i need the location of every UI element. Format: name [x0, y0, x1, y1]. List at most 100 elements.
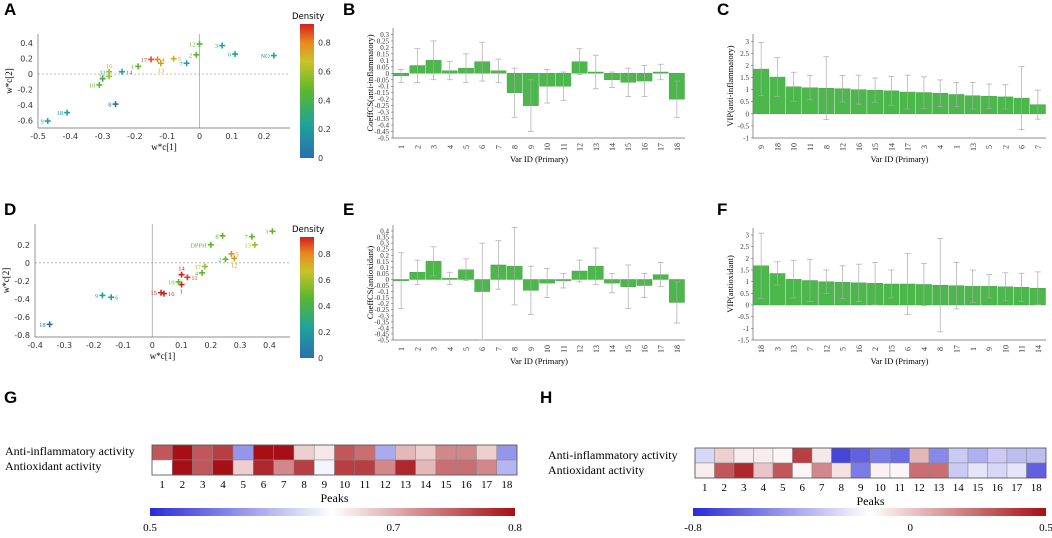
bar-e-ytick: -0.15 — [374, 294, 389, 302]
scatter-a-point-label: 18 — [57, 110, 64, 117]
panel-label-c: C — [717, 0, 730, 19]
bar-b-ytick: -0.3 — [378, 109, 390, 117]
bar-c-xtick: 11 — [806, 143, 815, 151]
bar-b-ytick: 0 — [386, 70, 390, 78]
bar-b-xtick: 3 — [430, 145, 439, 149]
scatter-a-xlabel: w*c[1] — [151, 142, 177, 152]
heatmap-h-cell — [987, 462, 1008, 479]
heatmap-g-cell — [395, 459, 416, 476]
heatmap-g-cell — [212, 444, 234, 461]
heatmap-g-cell — [415, 459, 437, 476]
scatter-d-point-label: 13 — [244, 242, 251, 249]
heatmap-g-cell — [395, 444, 416, 461]
bar-b-xtick: 7 — [494, 145, 503, 149]
heatmap-g-xlabel: Peaks — [321, 491, 349, 505]
scatter-d-ytick: -0.2 — [14, 277, 30, 286]
bar-e-xtick: 15 — [624, 345, 633, 353]
heatmap-g-column-label: 9 — [322, 479, 328, 491]
bar-f-xtick: 9 — [985, 347, 994, 351]
heatmap-g-column-label: 14 — [420, 479, 432, 491]
heatmap-g-cell — [476, 459, 497, 476]
heatmap-g-cell — [334, 444, 356, 461]
bar-f-xtick: 15 — [887, 345, 896, 353]
bar-f-xtick: 17 — [952, 345, 961, 353]
heatmap-h-colorbar-tick: -0.8 — [684, 522, 702, 534]
scatter-a-point-label: 4 — [162, 57, 166, 64]
heatmap-h-column-label: 3 — [741, 482, 747, 494]
bar-c-ytick: -0.5 — [738, 122, 750, 130]
heatmap-h-cell — [792, 462, 813, 479]
heatmap-g-cell — [151, 444, 173, 461]
scatter-d-point-label: 18 — [39, 322, 46, 329]
bar-b-xtick: 12 — [576, 143, 585, 151]
heatmap-g-column-label: 3 — [200, 479, 206, 491]
bar-f-xtick: 11 — [1018, 345, 1027, 353]
bar-b-ytick: -0.25 — [374, 102, 389, 110]
scatter-d-xtick: -0.3 — [57, 341, 73, 350]
heatmap-h-column-label: 12 — [914, 482, 925, 494]
bar-c-ytick: 2.5 — [740, 50, 749, 58]
scatter-a-point-label: 2 — [189, 52, 192, 59]
heatmap-h-row-label-1: Antioxidant activity — [548, 463, 645, 477]
bar-f-xtick: 12 — [822, 345, 831, 353]
scatter-a-point-label: 17 — [141, 57, 148, 64]
scatter-d-point-label: 15 — [151, 290, 158, 297]
bar-b-xtick: 16 — [640, 143, 649, 151]
bar-c-ytick: 0.5 — [740, 98, 749, 106]
scatter-a-point-label: 3 — [215, 43, 218, 50]
heatmap-h-column-label: 1 — [702, 482, 708, 494]
bar-c-xtick: 14 — [887, 143, 896, 151]
scatter-d-point-label: 1 — [180, 289, 183, 296]
bar-e-ytick: 0.4 — [380, 228, 389, 236]
scatter-a-point-label: 13 — [158, 67, 165, 74]
bar-f-xtick: 5 — [839, 347, 848, 351]
heatmap-h-cell — [733, 462, 754, 479]
scatter-a-colorbar-title: Density — [292, 12, 324, 22]
bar-f-xtick: 13 — [790, 345, 799, 353]
heatmap-h-column-label: 6 — [800, 482, 806, 494]
bar-e-xtick: 16 — [640, 345, 649, 353]
scatter-a-xtick: -0.5 — [30, 132, 46, 141]
heatmap-g-cell — [212, 459, 234, 476]
bar-f-ytick: 0.5 — [740, 290, 749, 298]
heatmap-g-cell — [374, 459, 396, 476]
heatmap-g-cell — [293, 444, 315, 461]
heatmap-h-cell — [870, 462, 891, 479]
panel-label-e: E — [343, 200, 355, 219]
bar-c-xtick: 6 — [1018, 145, 1027, 149]
bar-b-xtick: 6 — [478, 145, 487, 149]
scatter-d-point-label: 7 — [245, 234, 249, 241]
bar-b-ytick: -0.1 — [378, 83, 390, 91]
heatmap-g-cell — [172, 444, 193, 461]
bar-f-ytick: -0.5 — [738, 313, 750, 321]
bar-c-ytick: 2 — [746, 62, 750, 70]
heatmap-h-column-label: 13 — [933, 482, 945, 494]
bar-b-xtick: 15 — [624, 143, 633, 151]
bar-f-xtick: 3 — [773, 347, 782, 351]
bar-e-xtick: 17 — [657, 345, 666, 353]
bar-f-xtick: 8 — [936, 347, 945, 351]
scatter-a-colorbar-tick: 0 — [318, 154, 323, 163]
heatmap-g-cell — [192, 459, 214, 476]
bar-b-ytick: -0.35 — [374, 115, 389, 123]
bar-e-xtick: 12 — [576, 345, 585, 353]
heatmap-g-cell — [334, 459, 356, 476]
bar-c-ytick: 3 — [746, 38, 750, 46]
scatter-d-point-label: 2 — [218, 257, 221, 264]
bar-c-ylabel: VIP(anti-inflammatory) — [725, 45, 735, 126]
bar-b-xlabel: Var ID (Primary) — [510, 154, 568, 164]
scatter-d-point-label: 8 — [215, 233, 218, 240]
scatter-a-xtick: -0.1 — [159, 132, 175, 141]
heatmap-g-cell — [435, 459, 457, 476]
panel-label-g: G — [4, 388, 18, 407]
heatmap-h-cell — [1006, 462, 1027, 479]
bar-b-ytick: -0.05 — [374, 76, 389, 84]
scatter-a-ytick: -0.4 — [17, 101, 33, 110]
bar-f-ytick: 1 — [746, 278, 750, 286]
scatter-d-colorbar-tick: 0.8 — [318, 250, 331, 259]
heatmap-h-cell — [967, 462, 988, 479]
bar-c-xtick: 10 — [790, 143, 799, 151]
bar-c-ytick: 0 — [746, 110, 750, 118]
bar-e-ytick: -0.35 — [374, 318, 389, 326]
